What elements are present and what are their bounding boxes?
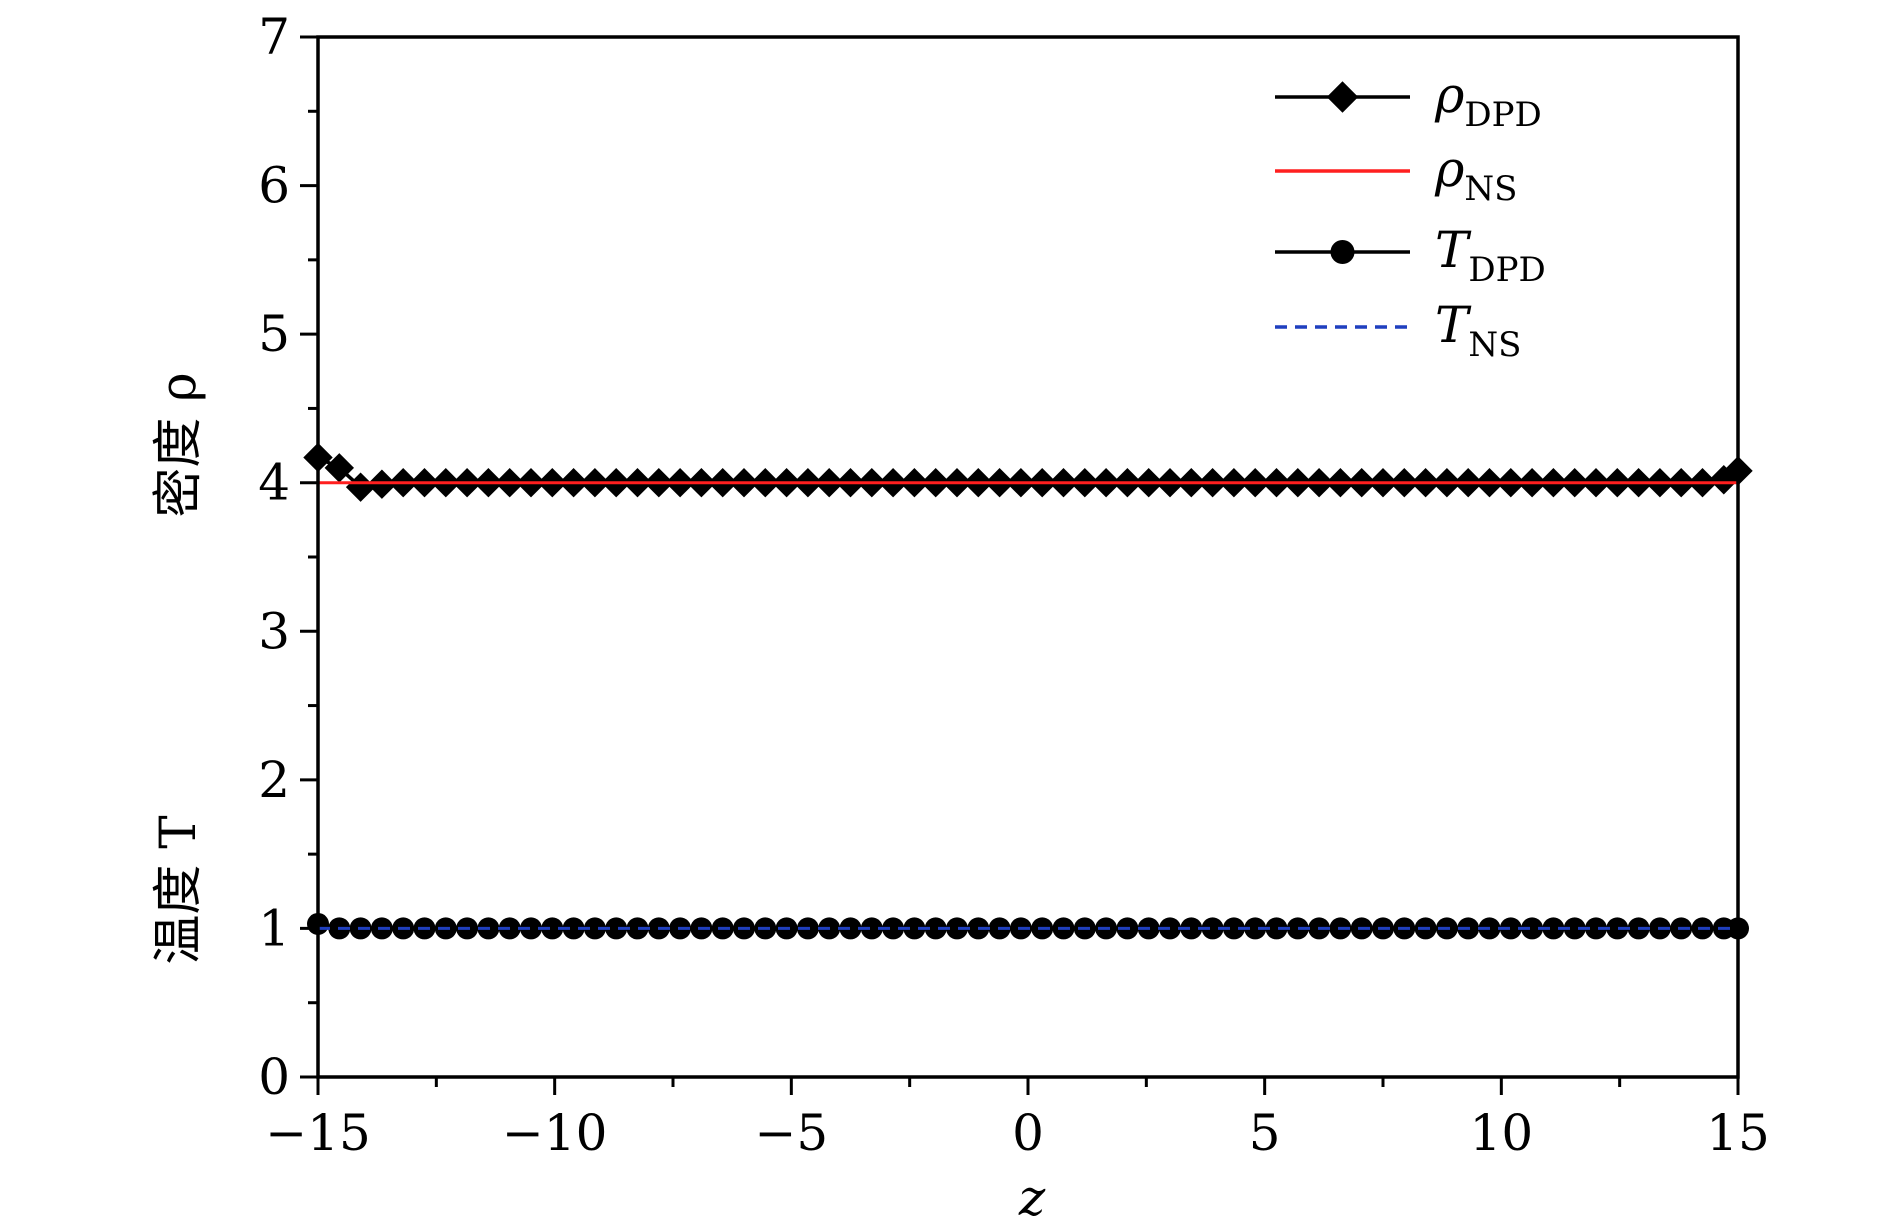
legend-marker-diamond [1326,81,1359,113]
legend-entry: ρDPD [1275,66,1542,135]
plot-area [303,442,1753,940]
x-tick-label: 10 [1470,1104,1534,1162]
x-tick-label: 0 [1012,1104,1044,1162]
data-point-circle [1222,917,1245,940]
legend-entry: TDPD [1275,221,1546,290]
data-point-circle [605,917,628,940]
data-point-circle [1542,917,1565,940]
legend-label-subscript: NS [1468,325,1521,365]
series-T-DPD [307,912,1749,940]
y-axis-title-density: 密度 ρ [149,372,207,517]
data-point-circle [946,917,968,940]
x-tick-label: −15 [265,1104,371,1162]
y-axis-title-temperature: 温度 T [149,815,207,964]
x-axis-title: z [1018,1169,1046,1227]
legend-entry: ρNS [1275,140,1517,209]
data-point-circle [882,917,905,940]
data-point-circle [562,917,585,940]
data-point-circle [1499,917,1522,940]
y-tick-label: 1 [258,899,290,957]
data-point-circle [924,917,947,940]
data-point-circle [1521,917,1544,940]
legend-label: ρNS [1434,140,1517,209]
y-tick-label: 5 [258,305,290,363]
data-point-circle [1244,917,1267,940]
data-point-circle [1286,917,1309,940]
legend-entry: TNS [1275,296,1521,365]
legend-label-subscript: DPD [1468,250,1545,290]
data-point-circle [1201,917,1224,940]
legend-label: ρDPD [1434,66,1542,135]
x-tick-label: −10 [502,1104,608,1162]
x-tick-label: 15 [1706,1104,1770,1162]
data-point-circle [1606,917,1629,940]
data-point-circle [1180,917,1203,940]
y-tick-label: 3 [258,602,290,660]
data-point-circle [1563,917,1586,940]
data-point-circle [626,917,649,940]
data-point-circle [1265,917,1288,940]
x-tick-label: 5 [1249,1104,1281,1162]
y-tick-label: 6 [258,157,290,215]
legend-label-subscript: NS [1464,169,1517,209]
data-point-circle [541,917,564,940]
y-tick-label: 7 [258,8,290,66]
legend-label: TNS [1435,296,1521,365]
data-point-circle [1585,917,1607,940]
y-tick-label: 4 [258,454,290,512]
data-point-circle [860,917,883,940]
data-point-circle [520,917,542,940]
y-tick-label: 2 [258,751,290,809]
x-tick-label: −5 [754,1104,828,1162]
axes: −15 −10 −5 0 5 10 15 0 1 2 3 4 5 6 7 [258,8,1770,1162]
data-point-circle [583,917,606,940]
y-tick-label: 0 [258,1048,290,1106]
legend-label: TDPD [1435,221,1546,290]
data-point-circle [839,917,862,940]
data-point-circle [903,917,926,940]
legend-marker-circle [1330,240,1355,264]
legend-label-subscript: DPD [1464,95,1541,135]
series-ρ-DPD [303,442,1753,502]
